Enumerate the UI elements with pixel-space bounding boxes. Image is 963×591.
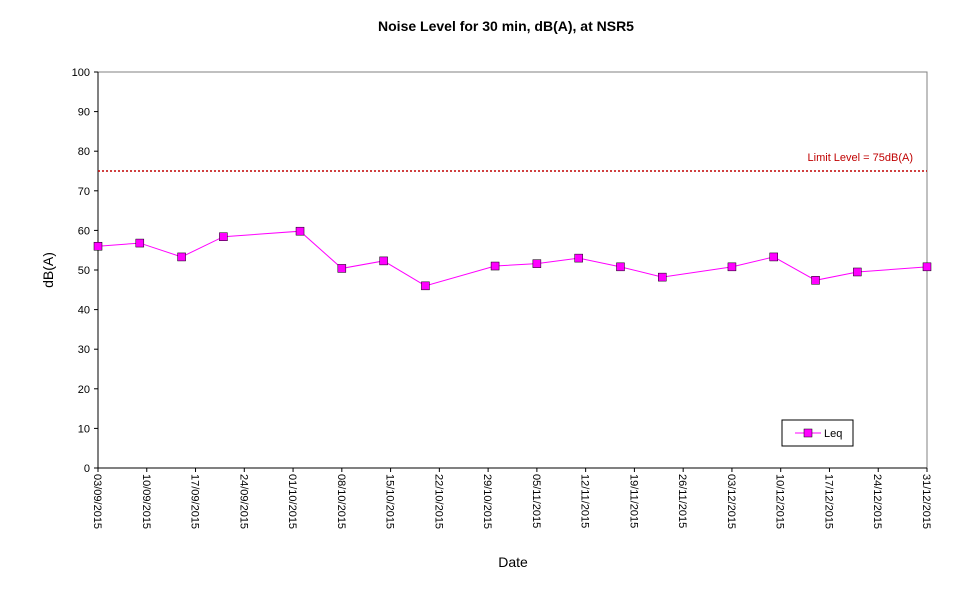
x-tick-label: 31/12/2015 <box>920 474 932 529</box>
series-leq <box>93 226 932 291</box>
data-point-leq <box>379 256 388 266</box>
plot-frame <box>97 71 928 469</box>
x-tick-label: 24/09/2015 <box>237 474 249 529</box>
data-point-leq <box>135 238 145 248</box>
x-tick-label: 19/11/2015 <box>627 474 639 528</box>
x-ticks: 03/09/2015 10/09/2015 17/09/2015 24/09/2015… <box>91 468 932 529</box>
y-tick-label: 50 <box>78 265 90 277</box>
data-point-leq <box>219 232 228 241</box>
limit-label: Limit Level = 75dB(A) <box>808 152 913 164</box>
data-point-leq <box>811 276 820 285</box>
data-point-leq <box>769 252 778 262</box>
data-point-leq <box>658 272 667 282</box>
x-tick-label: 08/10/2015 <box>335 474 347 529</box>
data-point-leq <box>574 253 583 263</box>
y-tick-label: 10 <box>78 423 90 435</box>
x-tick-label: 26/11/2015 <box>676 474 688 528</box>
y-tick-label: 80 <box>78 146 90 158</box>
data-point-leq <box>177 252 186 262</box>
data-point-leq <box>532 259 542 268</box>
data-point-leq <box>337 264 347 273</box>
legend-marker-sample <box>803 428 813 438</box>
y-axis-title: dB(A) <box>40 252 56 288</box>
x-tick-label: 03/09/2015 <box>91 474 103 529</box>
limit-level: Limit Level = 75dB(A) <box>98 152 927 172</box>
y-tick-label: 60 <box>78 225 90 237</box>
x-tick-label: 24/12/2015 <box>871 474 883 529</box>
x-tick-label: 22/10/2015 <box>432 474 444 529</box>
x-tick-label: 03/12/2015 <box>725 474 737 529</box>
plot-area <box>97 71 928 469</box>
x-tick-label: 01/10/2015 <box>286 474 298 529</box>
data-point-leq <box>727 262 737 272</box>
data-point-leq <box>853 267 862 277</box>
x-tick-label: 15/10/2015 <box>384 474 396 529</box>
data-point-leq <box>922 262 932 272</box>
data-point-leq <box>490 261 500 271</box>
x-tick-label: 05/11/2015 <box>530 474 542 528</box>
y-tick-label: 70 <box>78 186 90 198</box>
x-tick-label: 17/09/2015 <box>189 474 201 529</box>
x-tick-label: 10/09/2015 <box>140 474 152 529</box>
x-tick-label: 29/10/2015 <box>481 474 493 529</box>
y-ticks: 0 10 20 30 40 50 60 70 80 90 100 <box>72 67 98 475</box>
data-point-leq <box>295 226 305 236</box>
x-axis-title: Date <box>498 554 528 570</box>
data-point-leq <box>616 262 625 272</box>
y-tick-label: 20 <box>78 384 90 396</box>
y-tick-label: 40 <box>78 305 90 317</box>
y-tick-label: 100 <box>72 67 90 79</box>
data-point-leq <box>93 241 103 251</box>
series-line-leq <box>97 230 928 287</box>
x-tick-label: 17/12/2015 <box>822 474 834 529</box>
data-point-leq <box>421 281 430 291</box>
y-tick-label: 0 <box>84 463 90 475</box>
chart-title: Noise Level for 30 min, dB(A), at NSR5 <box>378 18 634 34</box>
legend-label-leq: Leq <box>824 428 842 440</box>
y-tick-label: 30 <box>78 344 90 356</box>
y-tick-label: 90 <box>78 107 90 119</box>
x-tick-label: 12/11/2015 <box>579 474 591 528</box>
x-tick-label: 10/12/2015 <box>774 474 786 529</box>
legend: Leq <box>781 419 854 447</box>
